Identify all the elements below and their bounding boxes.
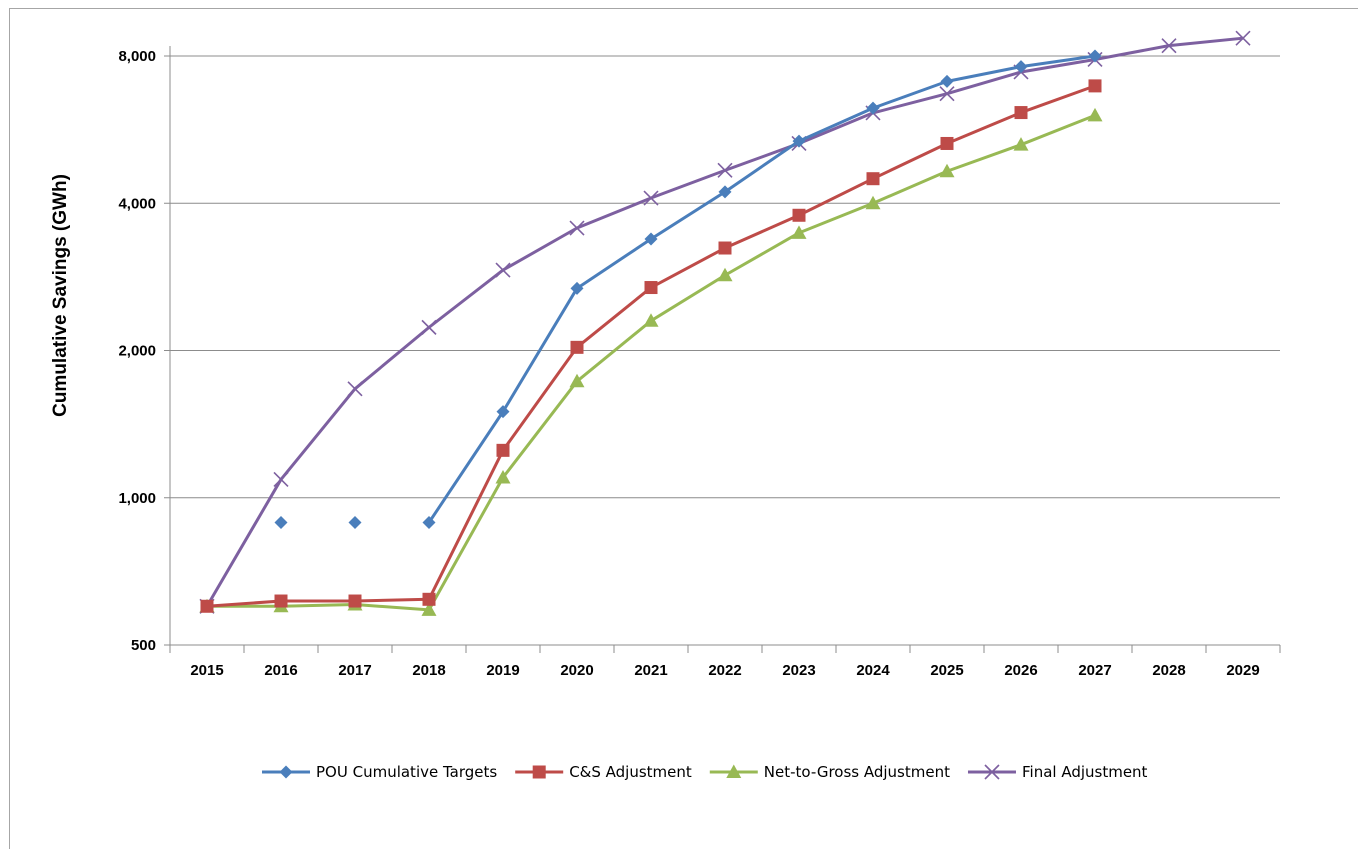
y-tick-label: 2,000	[118, 343, 156, 360]
data-point	[274, 594, 288, 608]
data-point	[644, 281, 658, 295]
legend-item: POU Cumulative Targets	[262, 763, 497, 781]
legend-marker	[532, 765, 546, 779]
data-point	[643, 190, 659, 206]
legend-marker	[726, 764, 742, 778]
data-point	[1088, 49, 1102, 63]
data-point	[569, 373, 585, 388]
data-point	[940, 136, 954, 150]
data-point	[421, 319, 437, 335]
data-point	[940, 74, 954, 88]
data-point	[792, 208, 806, 222]
x-tick-label: 2018	[412, 662, 445, 679]
legend-label: Net-to-Gross Adjustment	[764, 763, 950, 781]
legend-label: Final Adjustment	[1022, 763, 1148, 781]
series-net-to-gross-adjustment	[199, 107, 1103, 616]
series-line	[205, 36, 1244, 608]
y-tick-label: 1,000	[118, 490, 156, 507]
series-c-s-adjustment	[200, 79, 1102, 613]
data-point	[273, 471, 289, 488]
x-tick-label: 2017	[338, 662, 371, 679]
data-point	[1013, 137, 1029, 151]
data-point	[496, 443, 510, 457]
data-point	[274, 516, 288, 530]
data-point	[200, 599, 214, 613]
series-line	[427, 54, 1096, 524]
data-point	[1014, 60, 1028, 74]
data-point	[644, 232, 658, 246]
series-line	[206, 84, 1096, 608]
x-tick-label: 2015	[190, 662, 223, 679]
data-point	[348, 594, 362, 608]
y-axis-ticks: 500 1,000 2,000 4,000 8,000	[118, 48, 170, 654]
legend-marker	[279, 765, 293, 779]
y-tick-label: 8,000	[118, 48, 156, 65]
x-tick-label: 2026	[1004, 662, 1037, 679]
data-point	[496, 405, 510, 419]
chart-frame	[9, 8, 1358, 849]
x-axis-ticks: 2015 2016 2017 2018 2019 2020 2021 2022 2023 2024…	[169, 645, 1281, 679]
data-point	[570, 281, 584, 295]
data-point	[865, 195, 881, 210]
data-point	[718, 241, 732, 255]
data-point	[792, 134, 806, 148]
data-point	[718, 185, 732, 199]
data-point	[717, 162, 733, 178]
data-point	[866, 172, 880, 186]
data-point	[1014, 106, 1028, 120]
data-point	[421, 602, 437, 616]
series-line	[207, 113, 1096, 612]
axes	[169, 46, 1280, 646]
legend: POU Cumulative Targets C&S Adjustment Net-…	[262, 763, 1148, 781]
legend-label: POU Cumulative Targets	[316, 763, 497, 781]
data-point	[643, 313, 659, 327]
data-point	[569, 220, 585, 236]
data-point	[422, 592, 436, 606]
data-point	[495, 262, 511, 278]
data-point	[495, 470, 511, 484]
data-point	[347, 381, 363, 397]
data-point	[1087, 107, 1103, 122]
data-point	[422, 516, 436, 530]
data-point	[866, 101, 880, 115]
legend-item: Net-to-Gross Adjustment	[709, 763, 950, 781]
data-point	[939, 86, 955, 102]
y-tick-label: 4,000	[118, 195, 156, 212]
x-tick-label: 2019	[486, 662, 519, 679]
x-tick-label: 2021	[634, 662, 667, 679]
x-tick-label: 2023	[782, 662, 815, 679]
data-point	[791, 225, 807, 239]
data-point	[1235, 30, 1251, 46]
x-tick-label: 2025	[930, 662, 963, 679]
y-axis-label: Cumulative Savings (GWh)	[50, 174, 71, 417]
x-tick-label: 2029	[1226, 662, 1259, 679]
data-point	[348, 516, 362, 530]
x-tick-label: 2020	[560, 662, 593, 679]
x-tick-label: 2027	[1078, 662, 1111, 679]
data-point	[717, 267, 733, 282]
legend-label: C&S Adjustment	[569, 763, 692, 781]
series-pou-cumulative-targets	[274, 49, 1102, 530]
data-point	[570, 340, 584, 354]
data-point	[1161, 38, 1177, 54]
y-tick-label: 500	[131, 637, 156, 654]
legend-marker	[984, 764, 1000, 780]
x-tick-label: 2022	[708, 662, 741, 679]
x-tick-label: 2028	[1152, 662, 1185, 679]
x-tick-label: 2016	[264, 662, 297, 679]
x-tick-label: 2024	[856, 662, 890, 679]
series-layer	[199, 30, 1251, 616]
legend-item: Final Adjustment	[967, 763, 1148, 781]
data-point	[939, 163, 955, 178]
data-point	[1088, 79, 1102, 93]
legend-item: C&S Adjustment	[515, 763, 692, 781]
